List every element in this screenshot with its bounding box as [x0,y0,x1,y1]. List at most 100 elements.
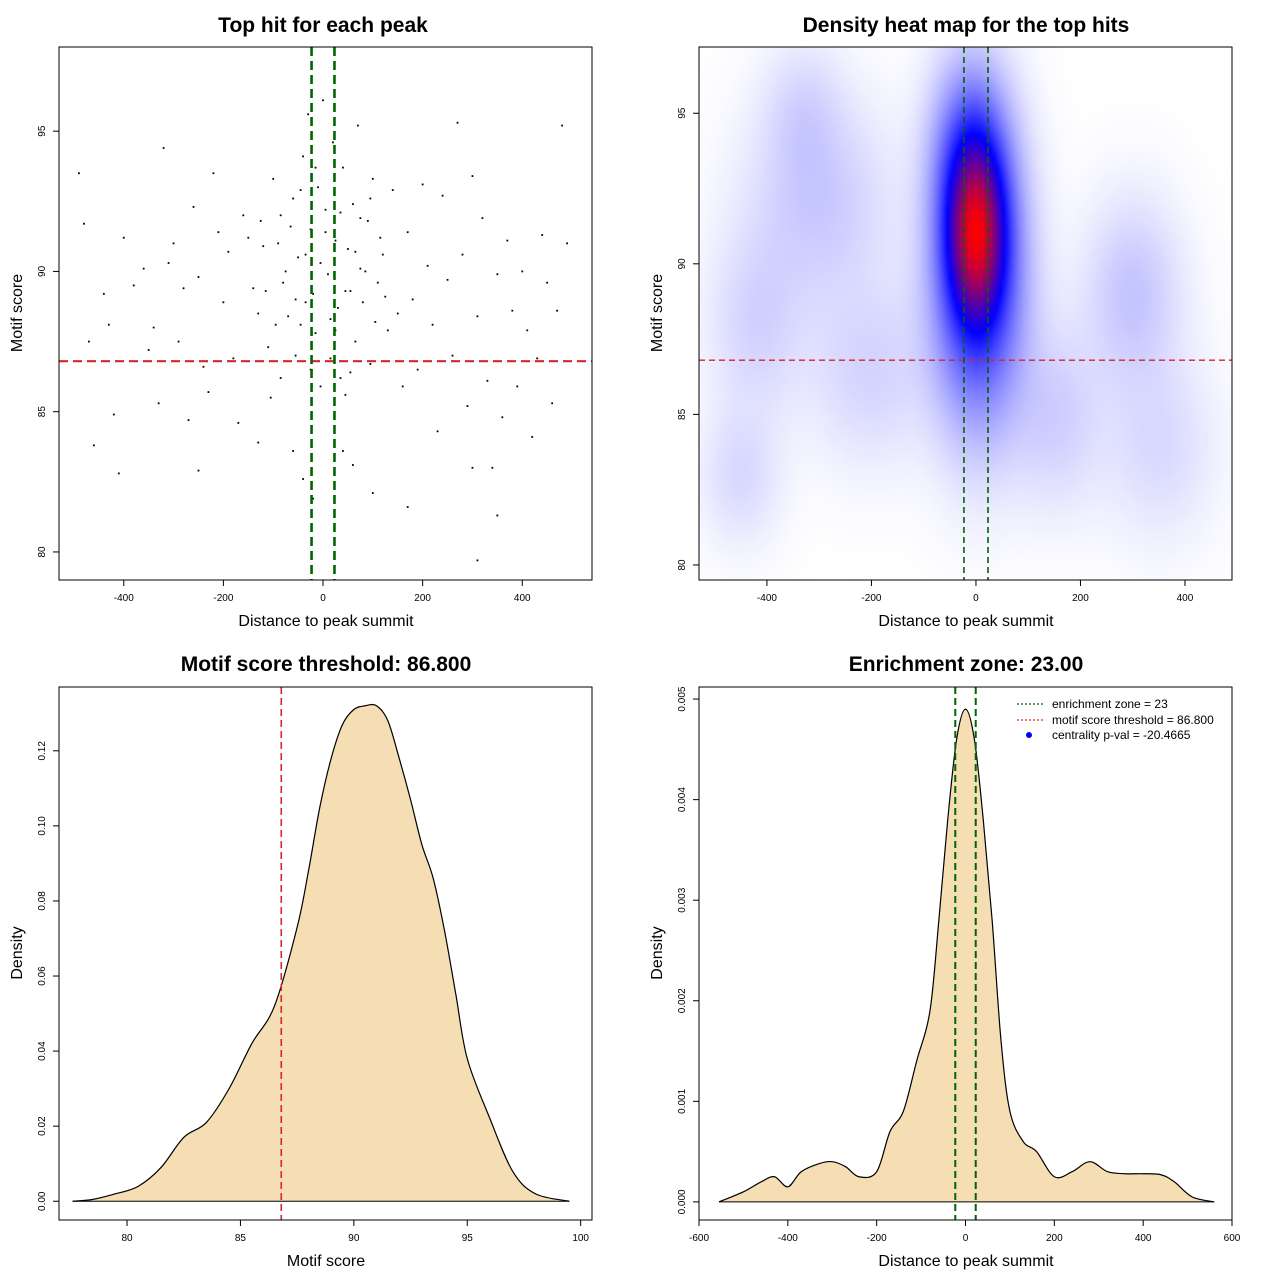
x-tick-label: 0 [973,593,979,604]
y-tick-label: 85 [37,406,48,418]
x-tick-label: -200 [213,593,233,604]
scatter-point [516,385,519,388]
scatter-point [381,253,384,256]
scatter-point [317,186,319,189]
scatter-point [374,321,377,323]
scatter-point [329,318,332,321]
scatter-point [182,287,185,290]
scatter-point [476,315,479,318]
score-density-curve [72,703,570,1202]
scatter-point [556,309,559,312]
scatter-point [267,346,270,349]
x-tick-label: 200 [1046,1233,1063,1244]
heatmap-x-ticks: -400 -200 0 200 400 [757,579,1194,604]
scatter-point [197,469,200,472]
scatter-point [426,264,429,267]
scatter-point [501,416,504,419]
scatter-point [259,220,262,222]
scatter-point [366,220,369,222]
scatter-point [344,290,347,292]
scatter-point [511,309,514,312]
scatter-point [322,99,324,102]
scatter-point [506,239,509,242]
scatter-point [264,290,267,292]
x-tick-label: 80 [121,1233,133,1244]
scatter-point [302,478,304,480]
scatter-point [344,393,347,396]
scatter-point [391,189,394,191]
scatter-point [252,287,255,290]
scatter-point [451,354,454,357]
scatter-point [416,368,419,371]
scatter-point [379,236,382,239]
scatter-point [327,273,329,276]
heatmap-panel: Density heat map for the top hits -400 -2… [649,14,1233,630]
scatter-point [351,464,354,466]
scatter-point [486,379,489,382]
distance-density-x-ticks: -600 -400 -200 0 200 400 600 [689,1219,1241,1244]
scatter-point [411,298,414,301]
scatter-point [167,262,170,264]
scatter-point [312,497,314,500]
scatter-point [274,323,277,326]
y-tick-label: 0.06 [37,966,48,986]
score-density-x-label: Motif score [287,1253,365,1270]
scatter-point [294,298,297,301]
distance-density-x-label: Distance to peak summit [878,1253,1054,1270]
x-tick-label: 200 [414,593,431,604]
scatter-point [314,332,317,335]
scatter-point [551,402,554,405]
scatter-y-ticks: 80 85 90 95 [37,125,60,558]
scatter-point [299,189,302,191]
scatter-point [349,290,352,292]
x-tick-label: -400 [778,1233,798,1244]
scatter-point [142,267,145,270]
density-line [72,703,570,1202]
scatter-point [282,281,285,284]
x-tick-label: -200 [867,1233,887,1244]
distance-density-title: Enrichment zone: 23.00 [849,653,1084,676]
scatter-point [566,242,568,245]
scatter-y-label: Motif score [9,274,26,352]
scatter-point [177,340,180,343]
y-tick-label: 80 [677,559,688,571]
scatter-point [302,155,304,158]
score-density-panel: Motif score threshold: 86.800 80 85 90 95 10… [9,653,593,1270]
scatter-point [339,377,342,379]
scatter-point [476,559,479,562]
scatter-point [78,172,80,175]
scatter-point [324,231,327,234]
x-tick-label: 400 [514,593,531,604]
scatter-point [207,391,210,393]
scatter-point [332,141,334,144]
y-tick-label: 90 [677,258,688,270]
y-tick-label: 0.00 [37,1191,48,1211]
x-tick-label: 0 [963,1233,969,1244]
scatter-point [157,402,160,405]
scatter-point [421,183,424,186]
y-tick-label: 90 [37,265,48,277]
density-fill [718,709,1215,1202]
score-density-y-label: Density [9,926,26,979]
scatter-point [371,492,374,494]
heatmap-density-image [699,47,1232,580]
scatter-point [431,323,434,326]
x-tick-label: -400 [114,593,134,604]
scatter-point [279,214,282,217]
scatter-reference-lines [59,47,592,580]
y-tick-label: 0.003 [677,887,688,912]
y-tick-label: 0.004 [677,787,688,812]
scatter-point [456,121,459,124]
scatter-points [78,99,568,562]
scatter-point [361,301,364,304]
scatter-point [312,292,314,295]
scatter-point [212,172,215,175]
x-tick-label: 400 [1135,1233,1152,1244]
enrichment-zone-lines [954,687,977,1220]
x-tick-label: 85 [235,1233,247,1244]
distance-density-y-ticks: 0.000 0.001 0.002 0.003 0.004 0.005 [677,686,700,1214]
x-tick-label: 90 [348,1233,360,1244]
x-tick-label: 600 [1224,1233,1241,1244]
scatter-x-ticks: -400 -200 0 200 400 [114,579,531,604]
y-tick-label: 0.04 [37,1041,48,1061]
